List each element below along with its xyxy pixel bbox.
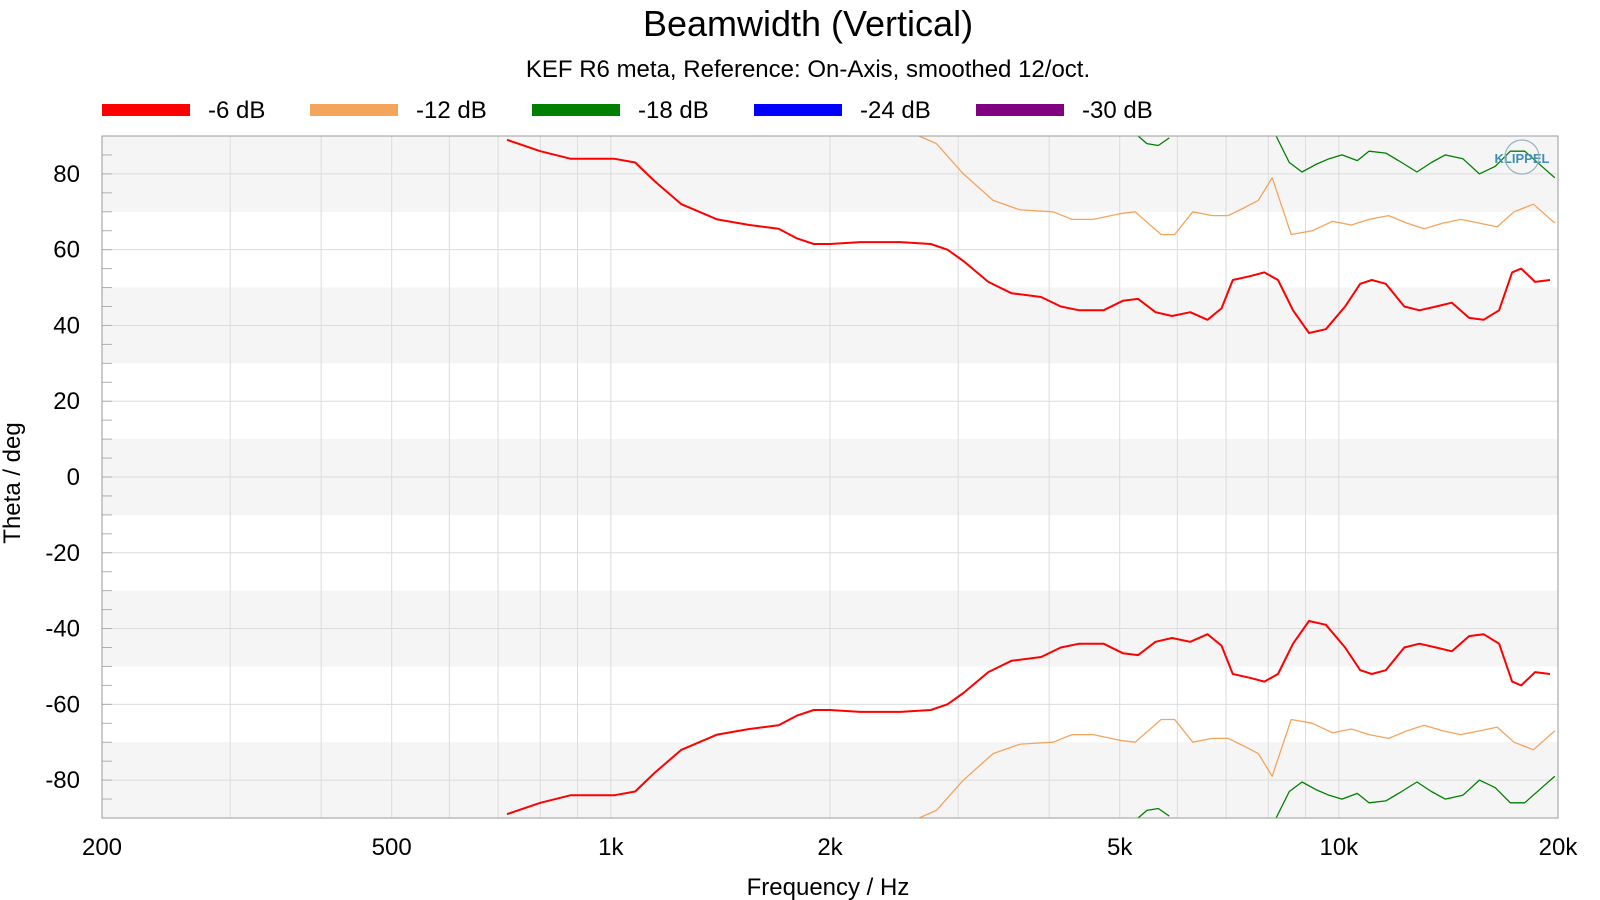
legend-swatch	[976, 104, 1064, 116]
series-line	[1275, 775, 1556, 819]
klippel-logo-text: KLIPPEL	[1495, 151, 1550, 166]
y-axis-label: Theta / deg	[0, 422, 26, 543]
y-tick-label: -60	[45, 691, 80, 718]
legend-label: -24 dB	[860, 97, 931, 124]
legend-swatch	[532, 104, 620, 116]
series-line	[918, 718, 1556, 819]
legend-swatch	[310, 104, 398, 116]
legend-label: -30 dB	[1082, 97, 1153, 124]
x-tick-labels: 200 500 1k 2k 5k 10k 20k	[82, 834, 1578, 861]
legend: -6 dB -12 dB -18 dB -24 dB -30 dB	[102, 97, 1153, 124]
series-line	[1137, 135, 1170, 147]
legend-label: -12 dB	[416, 97, 487, 124]
y-tick-labels: 80 60 40 20 0 -20 -40 -60 -80	[45, 161, 80, 794]
legend-label: -6 dB	[208, 97, 265, 124]
y-tick-label: 40	[53, 312, 80, 339]
series-line	[506, 620, 1551, 816]
x-tick-label: 500	[372, 834, 412, 861]
y-tick-label: -40	[45, 616, 80, 643]
y-tick-label: 0	[67, 464, 80, 491]
x-tick-label: 1k	[598, 834, 624, 861]
x-tick-label: 200	[82, 834, 122, 861]
y-tick-label: 80	[53, 161, 80, 188]
series-layer	[506, 135, 1556, 819]
legend-label: -18 dB	[638, 97, 709, 124]
chart-title: Beamwidth (Vertical)	[643, 3, 973, 44]
y-tick-label: 60	[53, 237, 80, 264]
plot-frame	[101, 135, 1559, 819]
series-line	[1275, 135, 1556, 179]
klippel-logo-ring	[1504, 139, 1540, 175]
legend-swatch	[754, 104, 842, 116]
y-tick-label: -80	[45, 767, 80, 794]
y-tick-label: -20	[45, 540, 80, 567]
legend-swatch	[102, 104, 190, 116]
series-line	[918, 135, 1556, 236]
y-tick-label: 20	[53, 388, 80, 415]
x-axis-label: Frequency / Hz	[747, 874, 910, 900]
chart-subtitle: KEF R6 meta, Reference: On-Axis, smoothe…	[526, 56, 1090, 83]
series-line	[1137, 807, 1170, 819]
x-tick-label: 20k	[1539, 834, 1579, 861]
x-tick-label: 10k	[1319, 834, 1359, 861]
x-tick-label: 2k	[817, 834, 843, 861]
series-line	[506, 138, 1551, 334]
x-tick-label: 5k	[1107, 834, 1133, 861]
klippel-logo: KLIPPEL	[1495, 139, 1550, 175]
grid	[102, 136, 1558, 818]
